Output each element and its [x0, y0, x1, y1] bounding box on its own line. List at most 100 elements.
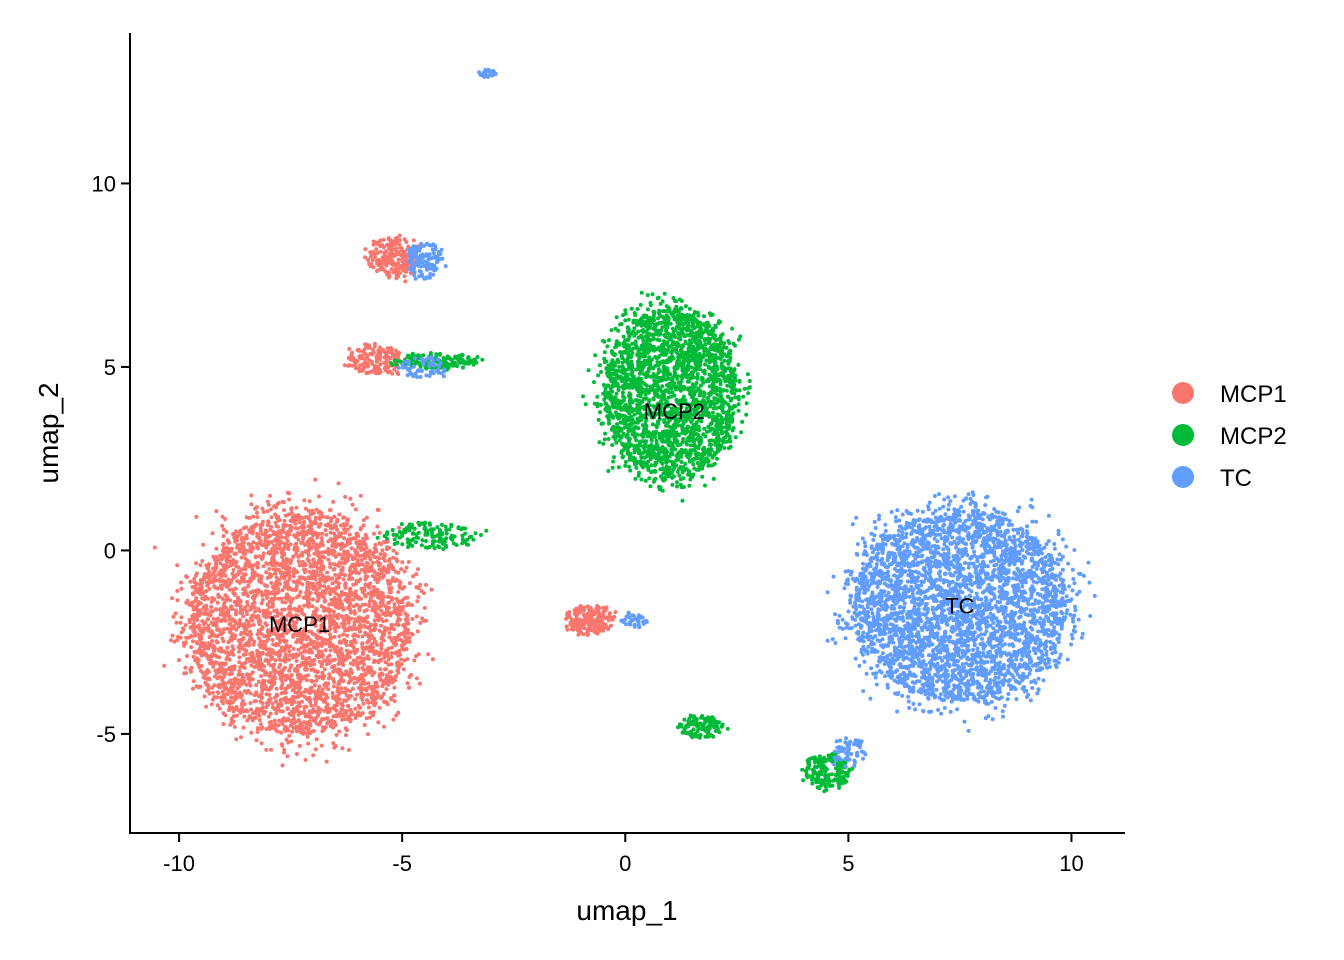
cluster-mcp1-points: [342, 341, 410, 376]
scatter-points: [152, 67, 1097, 794]
scatter-point: [286, 530, 291, 535]
scatter-point: [349, 546, 354, 551]
scatter-point: [260, 554, 265, 559]
scatter-point: [271, 532, 276, 537]
scatter-point: [265, 509, 270, 514]
scatter-point: [279, 719, 284, 724]
scatter-point: [273, 676, 278, 681]
scatter-point: [328, 641, 332, 646]
scatter-point: [346, 704, 351, 709]
scatter-point: [365, 692, 370, 697]
scatter-point: [386, 612, 391, 616]
scatter-point: [349, 627, 354, 632]
scatter-point: [256, 636, 261, 641]
scatter-point: [312, 683, 317, 688]
scatter-point: [384, 700, 389, 705]
scatter-point: [313, 518, 318, 523]
scatter-point: [210, 690, 215, 695]
scatter-point: [255, 729, 260, 734]
scatter-point: [602, 626, 607, 630]
scatter-point: [207, 677, 212, 682]
scatter-point: [341, 690, 345, 695]
scatter-point: [291, 574, 296, 579]
scatter-point: [371, 242, 376, 247]
scatter-point: [352, 359, 357, 364]
scatter-point: [387, 586, 392, 590]
scatter-point: [376, 351, 381, 356]
scatter-point: [228, 621, 233, 626]
scatter-point: [277, 654, 282, 659]
scatter-point: [392, 685, 397, 690]
scatter-point: [211, 596, 216, 601]
scatter-point: [397, 633, 401, 637]
scatter-point: [354, 602, 359, 607]
scatter-point: [212, 633, 217, 638]
scatter-point: [371, 713, 376, 718]
scatter-point: [606, 469, 611, 473]
scatter-point: [386, 569, 391, 574]
scatter-point: [309, 703, 314, 708]
scatter-point: [183, 640, 188, 645]
scatter-point: [170, 633, 175, 638]
scatter-point: [691, 462, 696, 467]
scatter-point: [313, 747, 318, 752]
scatter-point: [257, 622, 262, 627]
scatter-point: [314, 737, 319, 742]
scatter-point: [236, 678, 241, 683]
scatter-point: [311, 585, 316, 590]
scatter-point: [188, 669, 193, 674]
scatter-point: [607, 612, 612, 617]
scatter-point: [305, 585, 310, 590]
scatter-point: [298, 590, 303, 594]
scatter-point: [326, 676, 331, 681]
scatter-point: [274, 723, 279, 728]
scatter-point: [386, 236, 391, 241]
scatter-point: [395, 241, 400, 246]
scatter-point: [302, 603, 307, 608]
scatter-point: [389, 654, 394, 659]
scatter-point: [393, 348, 398, 353]
scatter-point: [331, 677, 336, 682]
scatter-point: [227, 657, 232, 662]
scatter-point: [259, 626, 264, 631]
scatter-point: [269, 507, 273, 512]
scatter-point: [282, 576, 287, 581]
scatter-point: [404, 565, 409, 570]
scatter-point: [353, 507, 358, 512]
scatter-point: [231, 568, 236, 572]
scatter-point: [331, 658, 336, 663]
scatter-point: [238, 531, 243, 536]
scatter-point: [189, 645, 194, 650]
scatter-point: [283, 595, 288, 600]
scatter-point: [205, 670, 209, 675]
scatter-point: [363, 577, 368, 582]
scatter-point: [252, 693, 257, 697]
scatter-point: [268, 724, 273, 729]
scatter-point: [294, 729, 299, 733]
scatter-point: [347, 655, 352, 660]
scatter-point: [365, 686, 370, 691]
scatter-point: [177, 658, 181, 663]
scatter-point: [264, 529, 269, 534]
scatter-point: [269, 747, 273, 752]
scatter-point: [733, 435, 738, 440]
scatter-point: [323, 648, 328, 653]
scatter-point: [392, 605, 397, 610]
scatter-point: [301, 649, 306, 654]
scatter-point: [418, 620, 423, 625]
scatter-point: [323, 696, 328, 701]
scatter-point: [396, 637, 401, 642]
scatter-point: [388, 349, 393, 354]
scatter-point: [326, 687, 331, 692]
scatter-point: [384, 363, 389, 368]
scatter-point: [293, 569, 298, 574]
scatter-point: [725, 383, 730, 388]
scatter-point: [398, 617, 402, 622]
scatter-point: [381, 602, 386, 607]
scatter-point: [566, 615, 571, 620]
scatter-point: [215, 703, 220, 708]
scatter-point: [273, 544, 277, 549]
scatter-point: [267, 674, 272, 679]
scatter-point: [318, 707, 323, 712]
scatter-point: [392, 693, 397, 698]
